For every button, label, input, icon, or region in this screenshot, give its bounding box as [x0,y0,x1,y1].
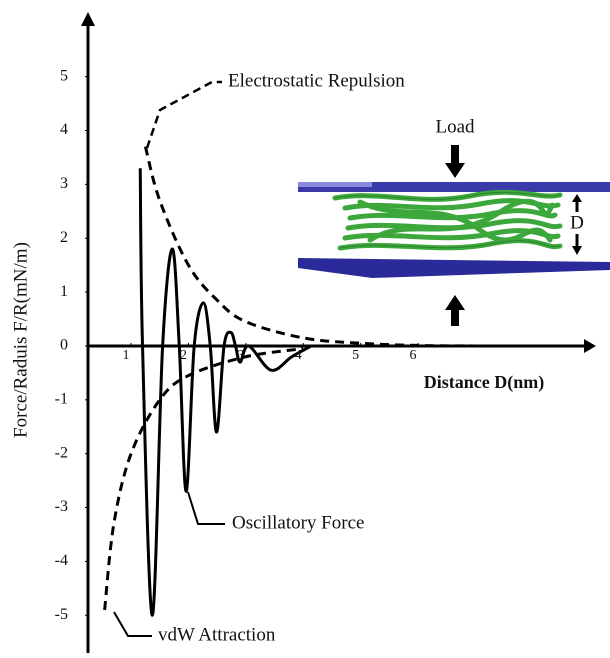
d-label: D [570,212,584,233]
y-axis-arrow [81,12,95,26]
x-tick-label: 5 [352,348,359,363]
d-arrow-head-bottom [572,246,582,255]
series-label: Oscillatory Force [232,512,364,533]
y-axis-label: Force/Raduis F/R(mN/m) [10,242,31,438]
series-label: Electrostatic Repulsion [228,70,405,91]
bottom-arrow-head [445,295,465,310]
series-line [143,146,476,348]
y-tick-label: -5 [55,606,68,623]
y-tick-label: -4 [55,552,68,569]
x-tick-label: 3 [237,348,244,363]
x-tick-label: 2 [180,348,187,363]
y-tick-label: 3 [60,175,68,192]
y-tick-label: -3 [55,498,68,515]
y-tick-label: -2 [55,444,68,461]
load-arrow-head [445,163,465,178]
x-tick-label: 6 [410,348,417,363]
leader-electrostatic [145,80,222,149]
load-label: Load [435,116,475,137]
y-tick-label: 0 [60,337,68,354]
x-axis-arrow [584,338,596,353]
d-arrow-head-top [572,194,582,202]
x-axis-label: Distance D(nm) [424,372,544,393]
fibers [332,189,563,251]
leader-vdw [113,611,152,637]
y-tick-label: 2 [60,229,68,246]
series-line [138,168,313,617]
series-label: vdW Attraction [158,624,276,645]
x-tick-label: 1 [123,348,130,363]
y-tick-label: -1 [55,391,68,408]
load-arrow-shaft [451,145,459,165]
fiber-outlines [334,191,561,249]
y-tick-label: 1 [60,283,68,300]
y-tick-label: 4 [60,121,68,138]
bottom-plate [298,258,610,278]
top-plate-edge [298,182,372,187]
leader-oscillatory [187,491,225,525]
bottom-arrow-shaft [451,308,459,326]
y-tick-label: 5 [60,67,68,84]
inset-schematic: Load D [298,116,610,326]
x-tick-label: 4 [295,348,302,363]
top-plate [298,182,610,192]
series-line [103,347,304,611]
